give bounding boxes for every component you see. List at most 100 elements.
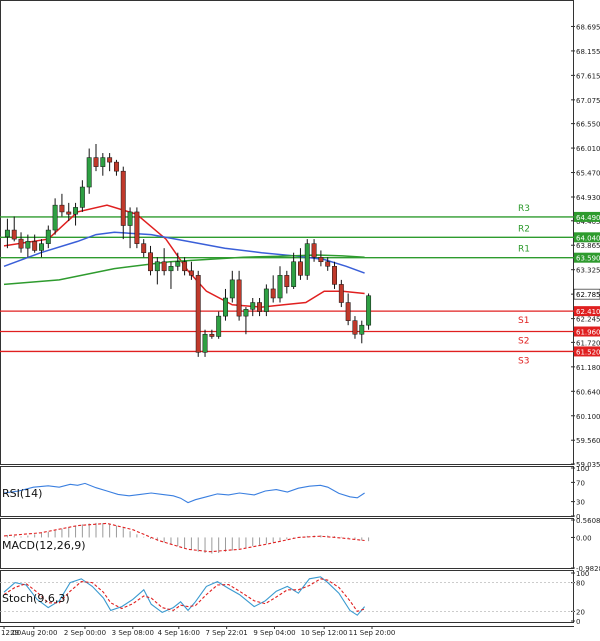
time-tick-label: 3 Sep 08:00 — [112, 629, 154, 637]
candle-bear — [161, 261, 167, 272]
price-tick-label: 63.325 — [576, 267, 600, 275]
candle-bear — [182, 261, 188, 272]
candle-bear — [18, 238, 24, 249]
candle-bull — [243, 309, 249, 317]
macd-tick-label: 0.00 — [576, 534, 592, 542]
macd-label: MACD(12,26,9) — [2, 539, 86, 552]
price-tick-label: 66.010 — [576, 145, 600, 153]
candle-bull — [45, 229, 51, 244]
candle-bear — [59, 204, 65, 213]
candle-bear — [11, 229, 17, 240]
price-tick-label: 66.550 — [576, 121, 600, 129]
level-name-r2: R2 — [518, 224, 530, 234]
candle-bull — [52, 204, 58, 231]
candle-bull — [168, 266, 174, 272]
price-tick-label: 67.615 — [576, 72, 600, 80]
candle-bear — [93, 157, 99, 167]
candle-bull — [304, 243, 310, 276]
level-price-tag-s1 — [574, 306, 600, 317]
candle-bear — [32, 241, 38, 251]
level-price-label-r3: 64.490 — [576, 214, 600, 222]
stoch-tick-label: 0 — [576, 618, 580, 626]
candle-bear — [66, 211, 72, 215]
rsi-tick-label: 30 — [576, 499, 585, 507]
time-tick-label: 11 Sep 20:00 — [349, 629, 396, 637]
macd-tick-label: 0.5608 — [576, 517, 600, 525]
candle-bear — [148, 252, 153, 272]
candle-bear — [236, 279, 242, 317]
macd-tick-label: -0.9828 — [576, 565, 600, 573]
level-price-tag-s2 — [574, 326, 600, 337]
macd-pane — [0, 518, 574, 569]
candle-bull — [277, 275, 283, 299]
rsi-tick-label: 0 — [576, 513, 580, 521]
level-name-s2: S2 — [518, 337, 529, 347]
price-tick-label: 65.470 — [576, 170, 600, 178]
price-tick-label: 60.640 — [576, 388, 600, 396]
level-price-label-r2: 64.040 — [576, 234, 600, 242]
stoch-label: Stoch(9,6,3) — [2, 592, 70, 605]
rsi-line-rsi-14 — [3, 482, 365, 504]
level-price-tag-r1 — [574, 252, 600, 263]
macd-line-signal — [3, 522, 365, 553]
price-tick-label: 60.100 — [576, 413, 600, 421]
time-tick-label: 29 Aug 20:00 — [10, 629, 57, 637]
level-name-r3: R3 — [518, 204, 530, 214]
time-tick-label: 12:00 — [1, 629, 21, 637]
current-price-label: 62.785 — [576, 291, 600, 299]
level-price-label-s1: 62.410 — [576, 308, 600, 316]
level-price-label-s2: 61.960 — [576, 329, 600, 337]
candle-bear — [257, 302, 263, 312]
rsi-pane — [0, 466, 574, 517]
level-price-tag-r2 — [574, 232, 600, 243]
moving-average-ma-slow — [3, 231, 365, 274]
candle-bull — [175, 261, 181, 267]
candle-bear — [311, 243, 317, 258]
price-tick-label: 67.075 — [576, 97, 600, 105]
level-name-s1: S1 — [518, 316, 529, 326]
price-tick-label: 61.720 — [576, 339, 600, 347]
time-tick-label: 2 Sep 00:00 — [64, 629, 106, 637]
candle-bull — [154, 261, 160, 272]
price-tick-label: 68.695 — [576, 23, 600, 31]
level-name-s3: S3 — [518, 356, 529, 366]
candle-bear — [345, 302, 351, 321]
candle-bull — [73, 207, 79, 215]
candle-bear — [352, 320, 358, 335]
candle-bull — [291, 261, 297, 287]
rsi-tick-label: 100 — [576, 465, 589, 473]
candle-bull — [39, 243, 44, 251]
moving-average-ma-long — [3, 254, 365, 286]
moving-average-ma-fast — [3, 204, 365, 308]
price-tick-label: 59.560 — [576, 437, 600, 445]
candle-bear — [209, 333, 215, 337]
candle-bull — [263, 288, 269, 312]
candle-bear — [113, 161, 119, 172]
time-tick-label: 9 Sep 04:00 — [253, 629, 295, 637]
current-price-tag — [573, 288, 600, 300]
candle-bull — [79, 186, 85, 208]
stoch-tick-label: 100 — [576, 570, 589, 578]
candle-bear — [134, 211, 140, 244]
candle-bull — [4, 229, 10, 238]
candle-bull — [366, 295, 372, 326]
stoch-tick-label: 80 — [576, 580, 585, 588]
candle-bull — [100, 157, 106, 167]
candle-bear — [120, 170, 126, 226]
price-tick-label: 64.930 — [576, 194, 600, 202]
level-price-label-r1: 63.590 — [576, 255, 600, 263]
stoch-tick-label: 20 — [576, 608, 585, 616]
candle-bull — [86, 157, 92, 188]
rsi-label: RSI(14) — [2, 487, 42, 500]
candle-bull — [202, 333, 208, 353]
candle-bear — [297, 261, 303, 276]
candle-bull — [359, 324, 365, 335]
candle-bear — [195, 275, 201, 353]
level-price-tag-r3 — [574, 211, 600, 222]
candle-bear — [141, 243, 147, 253]
candle-bear — [325, 261, 331, 267]
price-tick-label: 68.155 — [576, 48, 600, 56]
level-price-label-s3: 61.520 — [576, 348, 600, 356]
stoch-line--k — [3, 576, 366, 616]
time-tick-label: 4 Sep 16:00 — [158, 629, 200, 637]
